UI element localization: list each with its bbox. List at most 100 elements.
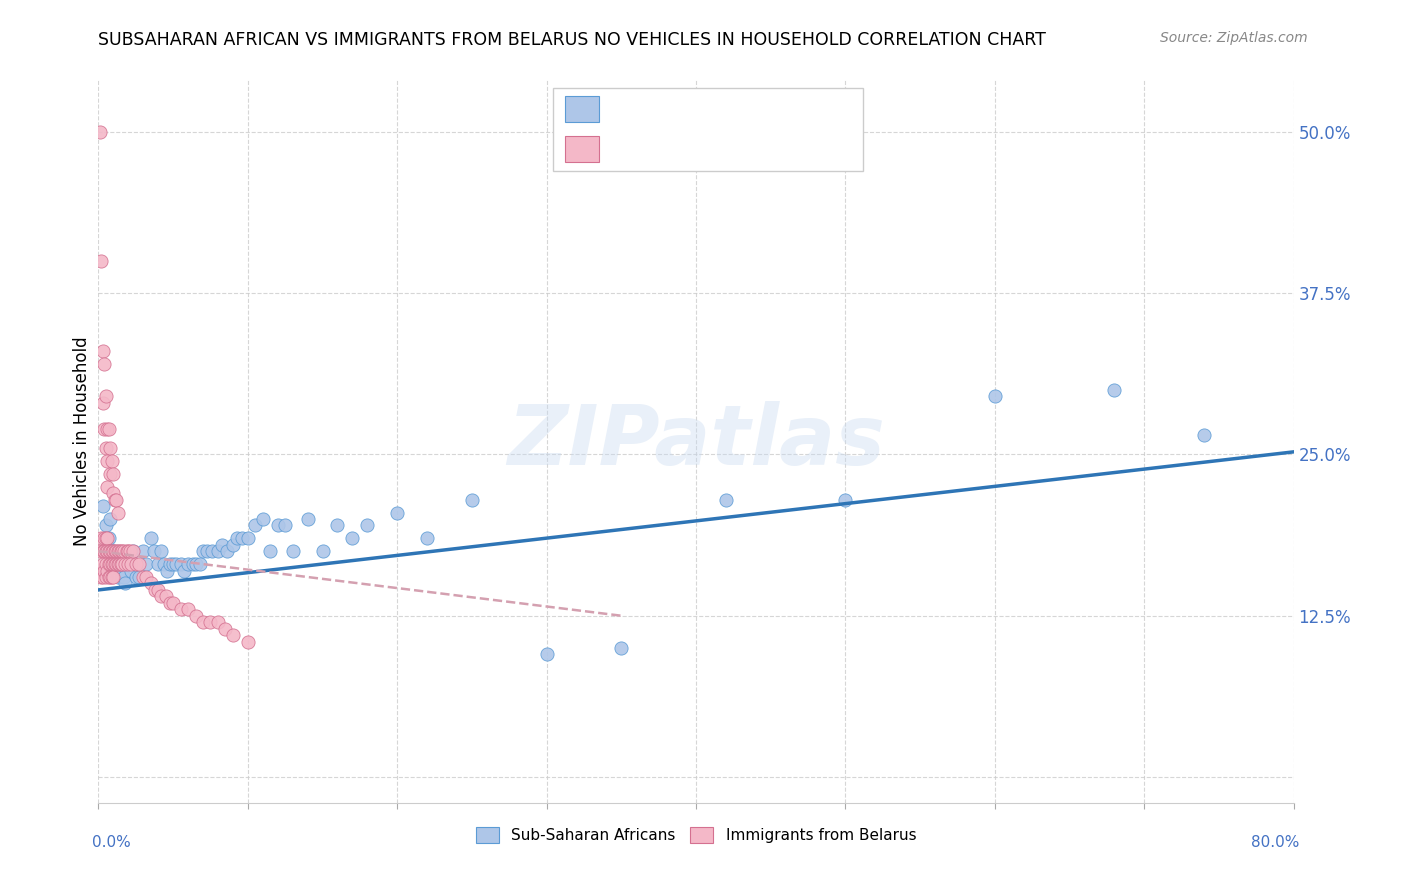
- Text: 0.0%: 0.0%: [93, 835, 131, 850]
- Point: [207, 615, 229, 630]
- Point: [191, 615, 214, 630]
- Text: SUBSAHARAN AFRICAN VS IMMIGRANTS FROM BELARUS NO VEHICLES IN HOUSEHOLD CORRELATI: SUBSAHARAN AFRICAN VS IMMIGRANTS FROM BE…: [98, 31, 1046, 49]
- Point: [90, 570, 112, 584]
- Point: [984, 389, 1007, 403]
- Point: [834, 492, 856, 507]
- Point: [150, 544, 173, 558]
- Point: [125, 570, 148, 584]
- Point: [714, 492, 737, 507]
- Point: [101, 557, 124, 571]
- Y-axis label: No Vehicles in Household: No Vehicles in Household: [73, 336, 91, 547]
- Point: [96, 564, 118, 578]
- Point: [236, 531, 259, 545]
- Point: [105, 492, 128, 507]
- Point: [108, 544, 131, 558]
- Point: [118, 544, 141, 558]
- Point: [188, 557, 211, 571]
- Point: [128, 557, 150, 571]
- Point: [107, 544, 129, 558]
- Point: [125, 557, 148, 571]
- Point: [94, 389, 117, 403]
- Point: [222, 538, 245, 552]
- Point: [120, 557, 142, 571]
- Point: [139, 531, 162, 545]
- Point: [215, 544, 238, 558]
- Point: [342, 531, 364, 545]
- Point: [356, 518, 378, 533]
- Point: [148, 557, 170, 571]
- Point: [150, 590, 173, 604]
- Point: [94, 544, 117, 558]
- Text: Source: ZipAtlas.com: Source: ZipAtlas.com: [1160, 31, 1308, 45]
- Point: [114, 576, 136, 591]
- Point: [93, 422, 115, 436]
- Point: [142, 544, 165, 558]
- Point: [135, 570, 157, 584]
- Point: [159, 596, 181, 610]
- Point: [107, 557, 129, 571]
- Point: [103, 557, 125, 571]
- Point: [98, 441, 122, 455]
- Point: [94, 557, 117, 571]
- Point: [148, 582, 170, 597]
- Point: [90, 254, 112, 268]
- Point: [184, 557, 207, 571]
- Point: [104, 557, 127, 571]
- Point: [245, 518, 267, 533]
- Point: [98, 557, 122, 571]
- Point: [111, 557, 134, 571]
- Point: [105, 557, 128, 571]
- Point: [108, 557, 131, 571]
- Point: [162, 596, 184, 610]
- Point: [101, 570, 124, 584]
- Point: [96, 422, 118, 436]
- Point: [112, 570, 135, 584]
- Point: [536, 648, 558, 662]
- Point: [91, 570, 114, 584]
- Point: [101, 544, 124, 558]
- Point: [107, 506, 129, 520]
- Point: [96, 480, 118, 494]
- Point: [169, 557, 191, 571]
- Point: [103, 570, 125, 584]
- Point: [207, 544, 229, 558]
- Point: [267, 518, 290, 533]
- Text: ZIPatlas: ZIPatlas: [508, 401, 884, 482]
- Point: [94, 570, 117, 584]
- Point: [153, 557, 176, 571]
- Point: [96, 544, 118, 558]
- Point: [98, 467, 122, 481]
- Point: [89, 125, 111, 139]
- Point: [103, 467, 125, 481]
- Point: [222, 628, 245, 642]
- Point: [184, 608, 207, 623]
- Point: [101, 454, 124, 468]
- Point: [104, 544, 127, 558]
- Point: [211, 538, 233, 552]
- Point: [110, 544, 132, 558]
- Point: [165, 557, 187, 571]
- Point: [162, 557, 184, 571]
- Point: [226, 531, 249, 545]
- Point: [177, 557, 200, 571]
- Point: [117, 544, 139, 558]
- Legend: Sub-Saharan Africans, Immigrants from Belarus: Sub-Saharan Africans, Immigrants from Be…: [470, 822, 922, 849]
- Point: [200, 615, 222, 630]
- Point: [156, 564, 179, 578]
- Point: [326, 518, 349, 533]
- Point: [236, 634, 259, 648]
- Point: [96, 531, 118, 545]
- Point: [121, 544, 143, 558]
- Point: [91, 557, 114, 571]
- Point: [461, 492, 484, 507]
- Point: [97, 557, 120, 571]
- Point: [128, 570, 150, 584]
- Point: [91, 544, 114, 558]
- Point: [103, 544, 125, 558]
- Point: [159, 557, 181, 571]
- Point: [108, 557, 131, 571]
- Point: [297, 512, 319, 526]
- Point: [139, 576, 162, 591]
- Point: [610, 640, 633, 655]
- Point: [89, 544, 111, 558]
